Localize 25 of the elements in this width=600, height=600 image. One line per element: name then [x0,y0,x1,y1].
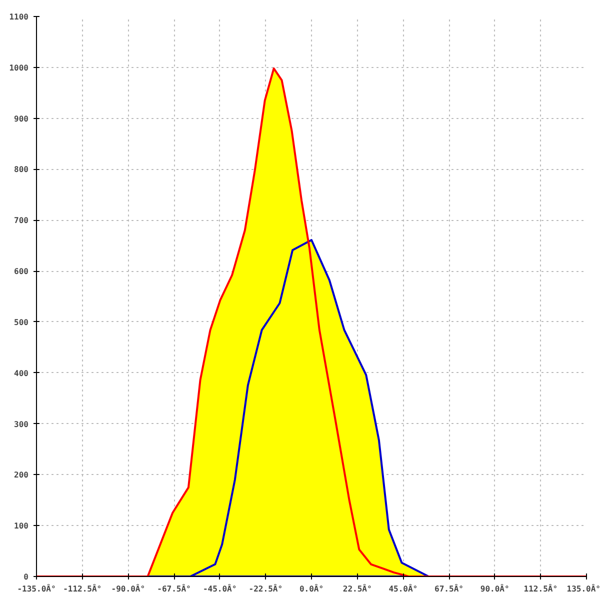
y-tick-label: 500 [14,318,29,327]
x-tick-label: 135.0Â° [566,584,600,594]
y-tick-label: 600 [14,267,29,276]
y-tick-label: 700 [14,216,29,226]
y-tick-label: 0 [24,572,29,582]
x-tick-label: -90.0Â° [111,584,146,594]
x-tick-label: 45.0Â° [388,584,418,594]
x-tick-label: 22.5Â° [342,584,372,594]
y-tick-label: 900 [14,114,29,124]
x-tick-label: 67.5Â° [434,584,464,594]
y-tick-label: 1100 [9,12,29,22]
x-tick-label: -67.5Â° [157,584,191,594]
x-tick-label: 90.0Â° [480,584,510,594]
y-tick-label: 800 [14,165,29,174]
x-tick-label: -45.0Â° [202,584,237,594]
y-tick-label: 300 [14,420,29,429]
y-tick-label: 1000 [9,63,29,72]
y-tick-label: 200 [14,470,29,480]
x-tick-label: -112.5Â° [63,584,102,594]
x-tick-label: 112.5Â° [524,584,558,594]
x-tick-label: 0.0Â° [299,584,324,594]
y-tick-label: 100 [14,522,29,531]
y-tick-label: 400 [14,368,29,378]
x-tick-label: -22.5Â° [248,584,283,594]
x-tick-label: -135.0Â° [17,584,56,594]
